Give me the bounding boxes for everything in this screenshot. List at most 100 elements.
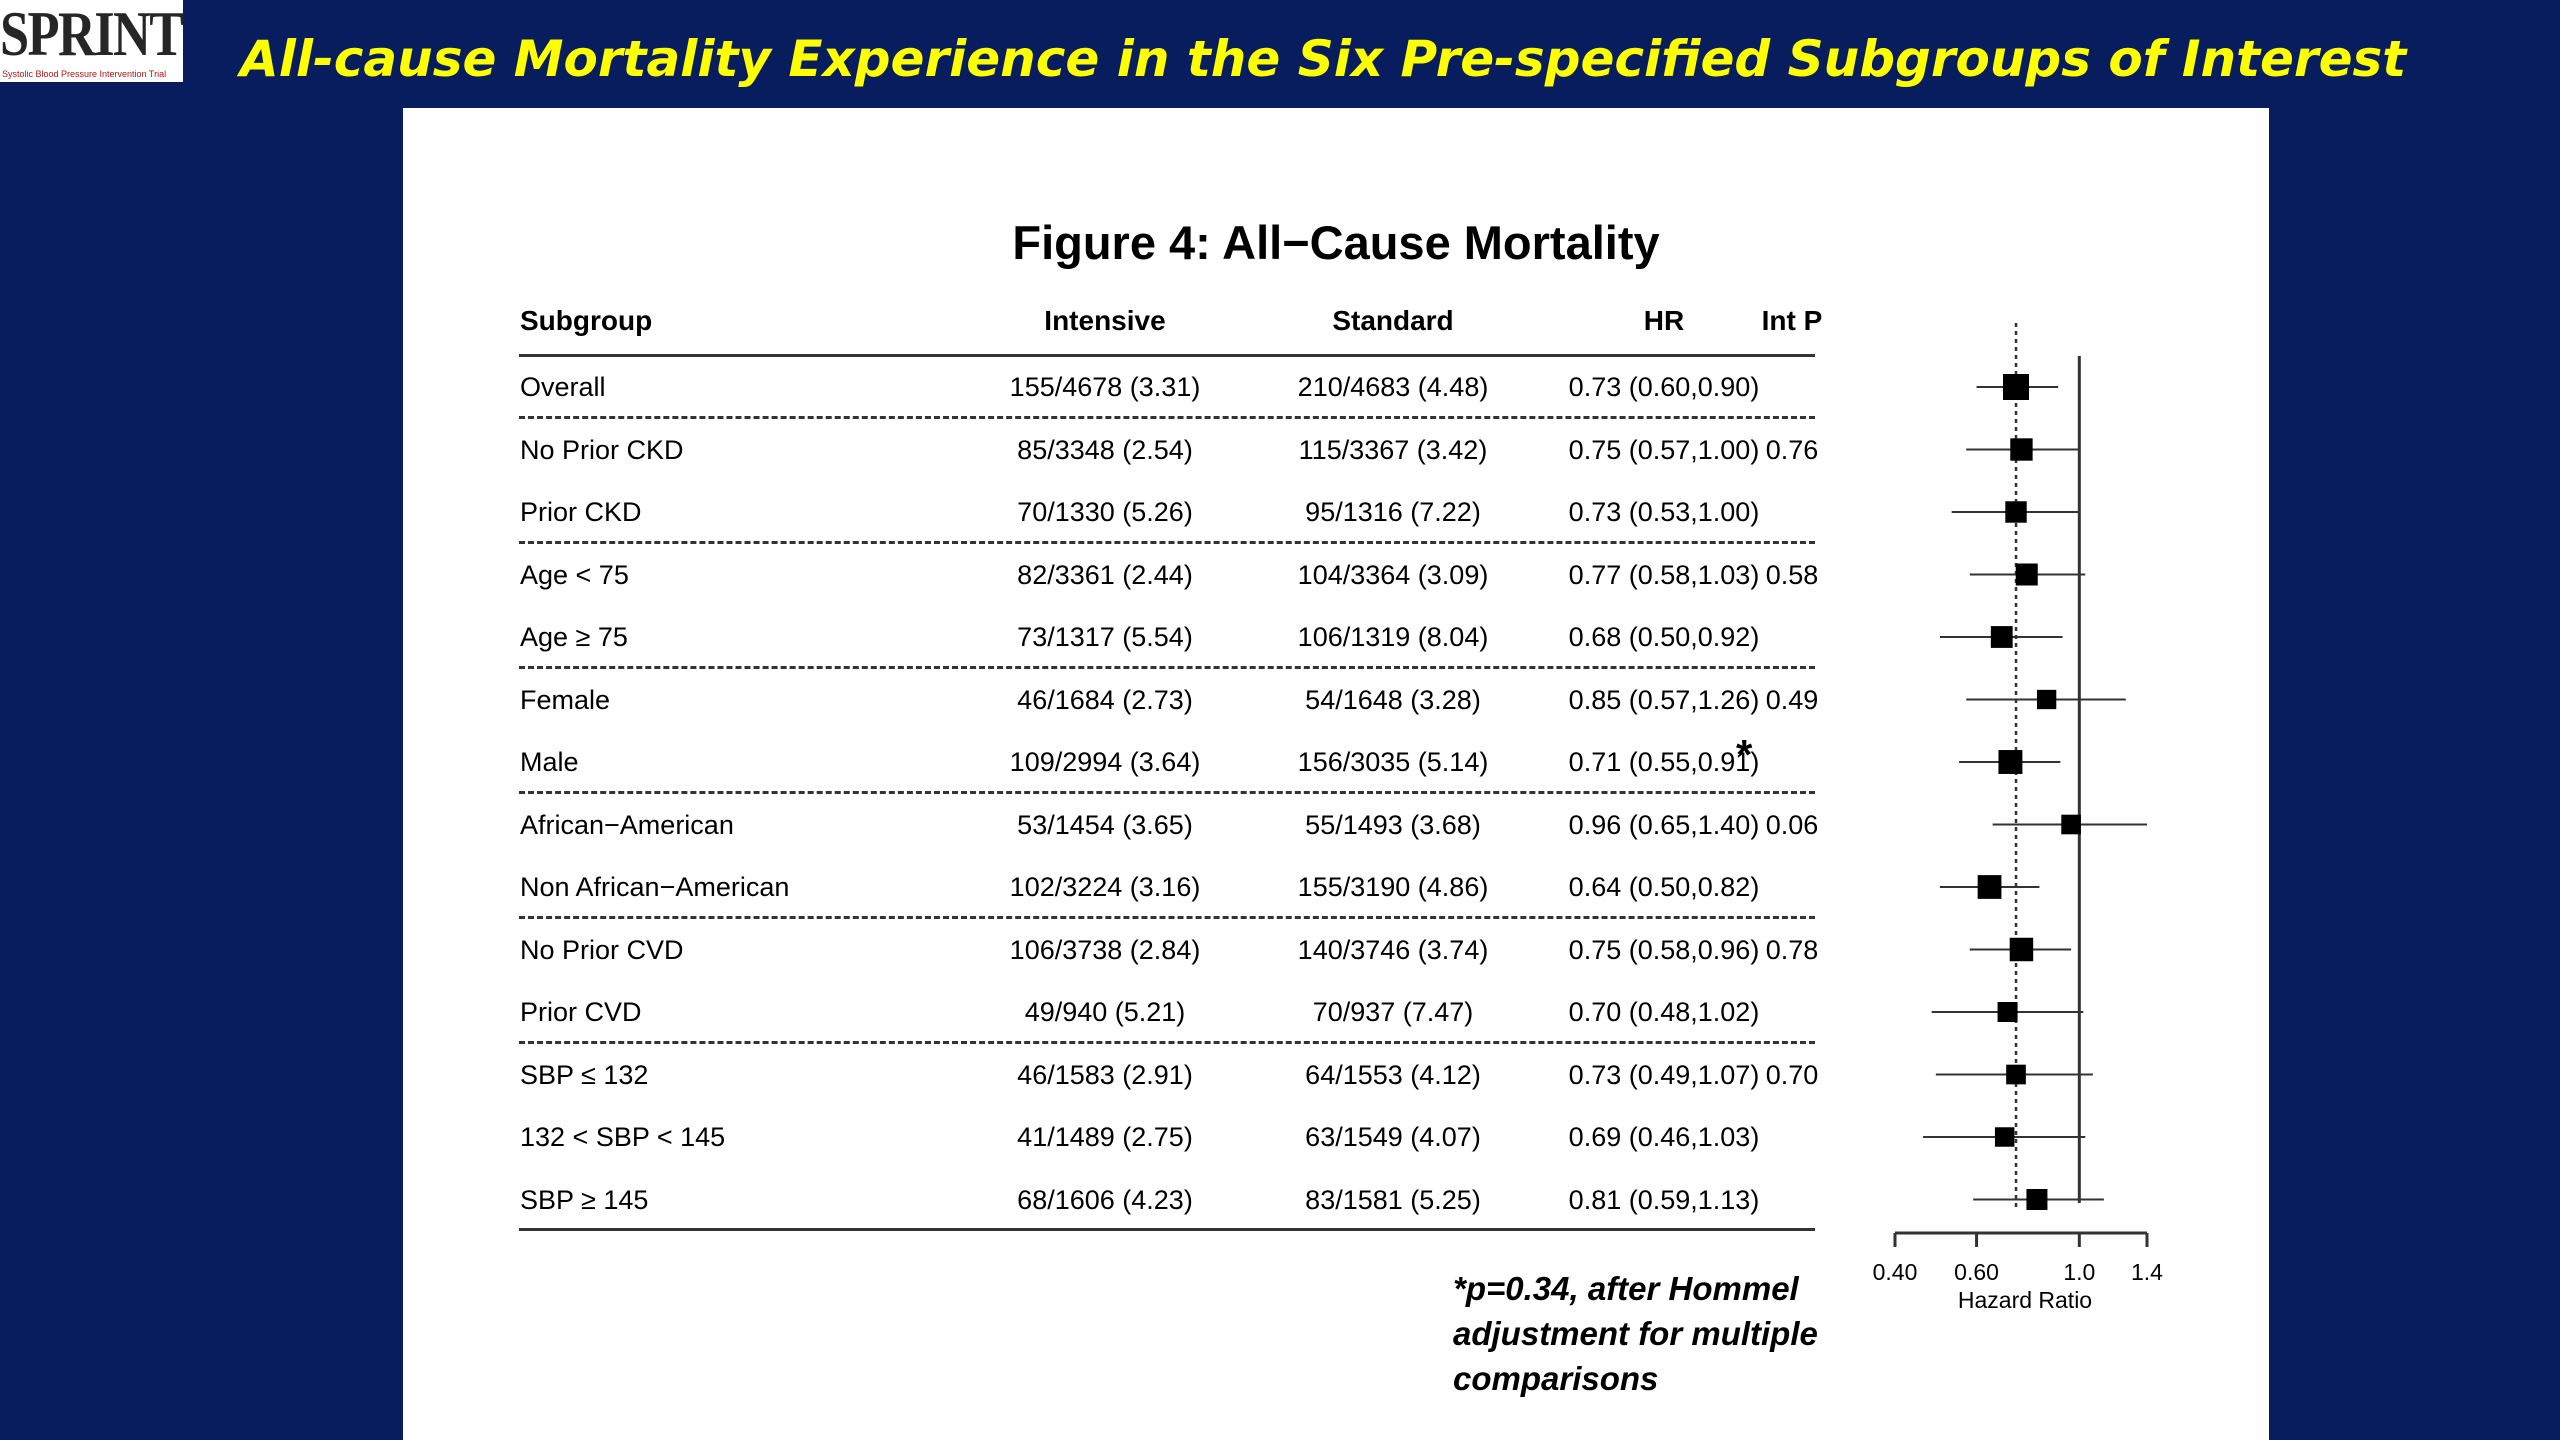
row-subgroup: SBP ≤ 132 [520,1059,649,1090]
row-hr: 0.64 (0.50,0.82) [1568,872,1760,902]
row-int-p: 0.70 [1765,1059,1819,1090]
row-standard: 156/3035 (5.14) [1297,747,1489,777]
row-standard: 115/3367 (3.42) [1298,434,1488,465]
footnote-line: comparisons [1453,1360,1659,1397]
figure-panel: Figure 4: All−Cause Mortality Subgroup I… [403,108,2269,1440]
column-header-hr: HR [1643,305,1685,336]
figure-title: Figure 4: All−Cause Mortality [1012,216,1660,269]
x-tick-label: 0.40 [1873,1259,1918,1285]
row-standard: 104/3364 (3.09) [1297,559,1489,590]
header-rule [519,354,1815,357]
row-hr: 0.77 (0.58,1.03) [1568,559,1760,590]
row-subgroup: Overall [520,372,606,402]
footnote: *p=0.34, after Hommel adjustment for mul… [1453,1266,1883,1401]
column-header-intensive: Intensive [1044,305,1166,336]
row-subgroup: African−American [520,809,734,840]
row-intensive: 49/940 (5.21) [1024,997,1186,1027]
row-standard: 83/1581 (5.25) [1305,1184,1481,1215]
row-hr: 0.73 (0.53,1.00) [1568,497,1760,527]
row-standard: 70/937 (7.47) [1312,997,1474,1027]
row-intensive: 41/1489 (2.75) [1017,1122,1193,1152]
row-int-p: 0.58 [1765,559,1819,590]
row-intensive: 82/3361 (2.44) [1017,559,1193,590]
row-hr: 0.75 (0.57,1.00) [1568,434,1760,465]
hr-point [2010,438,2033,461]
row-intensive: 155/4678 (3.31) [1009,372,1201,402]
slide-title: All-cause Mortality Experience in the Si… [240,30,2407,88]
row-subgroup: No Prior CKD [520,434,684,465]
row-intensive: 46/1684 (2.73) [1017,684,1193,715]
sprint-logo: SPRINT Systolic Blood Pressure Intervent… [0,0,184,82]
hr-point [2026,1188,2048,1211]
row-hr: 0.85 (0.57,1.26) [1568,684,1760,715]
row-standard: 64/1553 (4.12) [1305,1059,1481,1090]
row-standard: 210/4683 (4.48) [1297,372,1489,402]
hr-point [1990,626,2013,648]
row-standard: 54/1648 (3.28) [1305,684,1481,715]
bottom-rule [519,1228,1815,1231]
row-subgroup: Prior CVD [520,997,642,1027]
hr-point [1997,1002,2018,1022]
hr-point [2005,501,2027,523]
hr-point [2036,689,2057,710]
row-subgroup: No Prior CVD [520,934,684,965]
x-tick-label: 1.4 [2131,1259,2163,1285]
row-intensive: 46/1583 (2.91) [1017,1059,1193,1090]
significance-asterisk: * [1736,731,1753,778]
hr-point [2009,937,2034,962]
x-tick-label: 0.60 [1954,1259,1999,1285]
row-intensive: 53/1454 (3.65) [1017,809,1193,840]
hr-point [2015,563,2038,586]
row-standard: 140/3746 (3.74) [1297,934,1489,965]
row-hr: 0.73 (0.60,0.90) [1568,372,1760,402]
row-standard: 155/3190 (4.86) [1297,872,1489,902]
divider-overall [519,416,1815,419]
row-hr: 0.71 (0.55,0.91) [1568,747,1760,777]
logo-tagline: Systolic Blood Pressure Intervention Tri… [2,69,167,79]
hr-point [1998,750,2023,774]
row-subgroup: 132 < SBP < 145 [520,1122,726,1152]
hr-point [1994,1127,2015,1147]
row-int-p: 0.78 [1765,934,1819,965]
hr-point [2003,374,2030,400]
hr-point [1977,875,2002,899]
row-hr: 0.70 (0.48,1.02) [1568,997,1760,1027]
hr-point [2061,814,2081,835]
row-intensive: 102/3224 (3.16) [1009,872,1201,902]
row-hr: 0.68 (0.50,0.92) [1568,622,1760,652]
logo-wordmark: SPRINT [0,0,184,69]
row-subgroup: SBP ≥ 145 [520,1184,649,1215]
row-int-p: 0.76 [1765,434,1819,465]
row-standard: 63/1549 (4.07) [1305,1122,1481,1152]
row-int-p: 0.06 [1765,809,1819,840]
footnote-line: *p=0.34, after Hommel [1453,1270,1799,1307]
footnote-line: adjustment for multiple [1453,1315,1818,1352]
column-header-standard: Standard [1332,305,1454,336]
row-hr: 0.96 (0.65,1.40) [1568,809,1760,840]
x-tick-label: 1.0 [2063,1259,2095,1285]
row-standard: 55/1493 (3.68) [1305,809,1481,840]
row-hr: 0.73 (0.49,1.07) [1568,1059,1760,1090]
row-subgroup: Age ≥ 75 [520,622,628,652]
row-standard: 95/1316 (7.22) [1305,497,1481,527]
row-intensive: 70/1330 (5.26) [1017,497,1193,527]
row-intensive: 73/1317 (5.54) [1017,622,1193,652]
divider-cvd [519,1041,1815,1044]
row-standard: 106/1319 (8.04) [1297,622,1489,652]
row-subgroup: Non African−American [520,872,790,902]
divider-sex [519,791,1815,794]
row-subgroup: Prior CKD [520,497,642,527]
row-hr: 0.81 (0.59,1.13) [1568,1184,1760,1215]
divider-race [519,916,1815,919]
x-axis-label: Hazard Ratio [1958,1287,2092,1313]
row-subgroup: Age < 75 [520,559,629,590]
row-intensive: 68/1606 (4.23) [1017,1184,1193,1215]
hr-point [2006,1064,2026,1085]
row-intensive: 106/3738 (2.84) [1009,934,1201,965]
row-hr: 0.75 (0.58,0.96) [1568,934,1760,965]
row-subgroup: Male [520,747,579,777]
row-int-p: 0.49 [1765,684,1819,715]
row-intensive: 109/2994 (3.64) [1009,747,1201,777]
row-subgroup: Female [520,684,611,715]
row-hr: 0.69 (0.46,1.03) [1568,1122,1760,1152]
